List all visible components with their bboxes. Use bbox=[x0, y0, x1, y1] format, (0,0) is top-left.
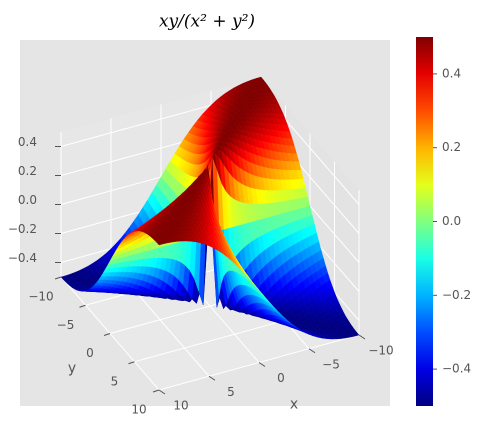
x-tick-label: −5 bbox=[322, 357, 340, 371]
colorbar-tick-label: 0.2 bbox=[442, 140, 461, 154]
y-axis-label: y bbox=[68, 361, 76, 377]
colorbar-tick-label: −0.2 bbox=[442, 288, 471, 302]
z-tick-label: −0.4 bbox=[8, 251, 37, 265]
x-tick-label: 0 bbox=[277, 371, 285, 385]
y-tick-label: −10 bbox=[28, 290, 53, 304]
x-tick-label: 5 bbox=[227, 385, 235, 399]
y-tick-label: 5 bbox=[111, 374, 119, 388]
x-tick-label: −10 bbox=[368, 344, 393, 358]
y-tick-label: −5 bbox=[57, 318, 75, 332]
colorbar-tick-label: 0.0 bbox=[442, 214, 461, 228]
y-tick-label: 10 bbox=[131, 403, 146, 417]
chart-title: xy/(x² + y²) bbox=[159, 12, 255, 32]
colorbar bbox=[416, 37, 433, 406]
x-tick-label: 10 bbox=[173, 399, 188, 413]
z-tick-label: 0.0 bbox=[18, 193, 37, 207]
z-tick-label: 0.4 bbox=[18, 135, 37, 149]
colorbar-tick-label: −0.4 bbox=[442, 362, 471, 376]
colorbar-tick-label: 0.4 bbox=[442, 66, 461, 80]
x-axis-label: x bbox=[290, 397, 298, 413]
z-tick-label: 0.2 bbox=[18, 164, 37, 178]
z-tick-label: −0.2 bbox=[8, 222, 37, 236]
y-tick-label: 0 bbox=[86, 346, 94, 360]
